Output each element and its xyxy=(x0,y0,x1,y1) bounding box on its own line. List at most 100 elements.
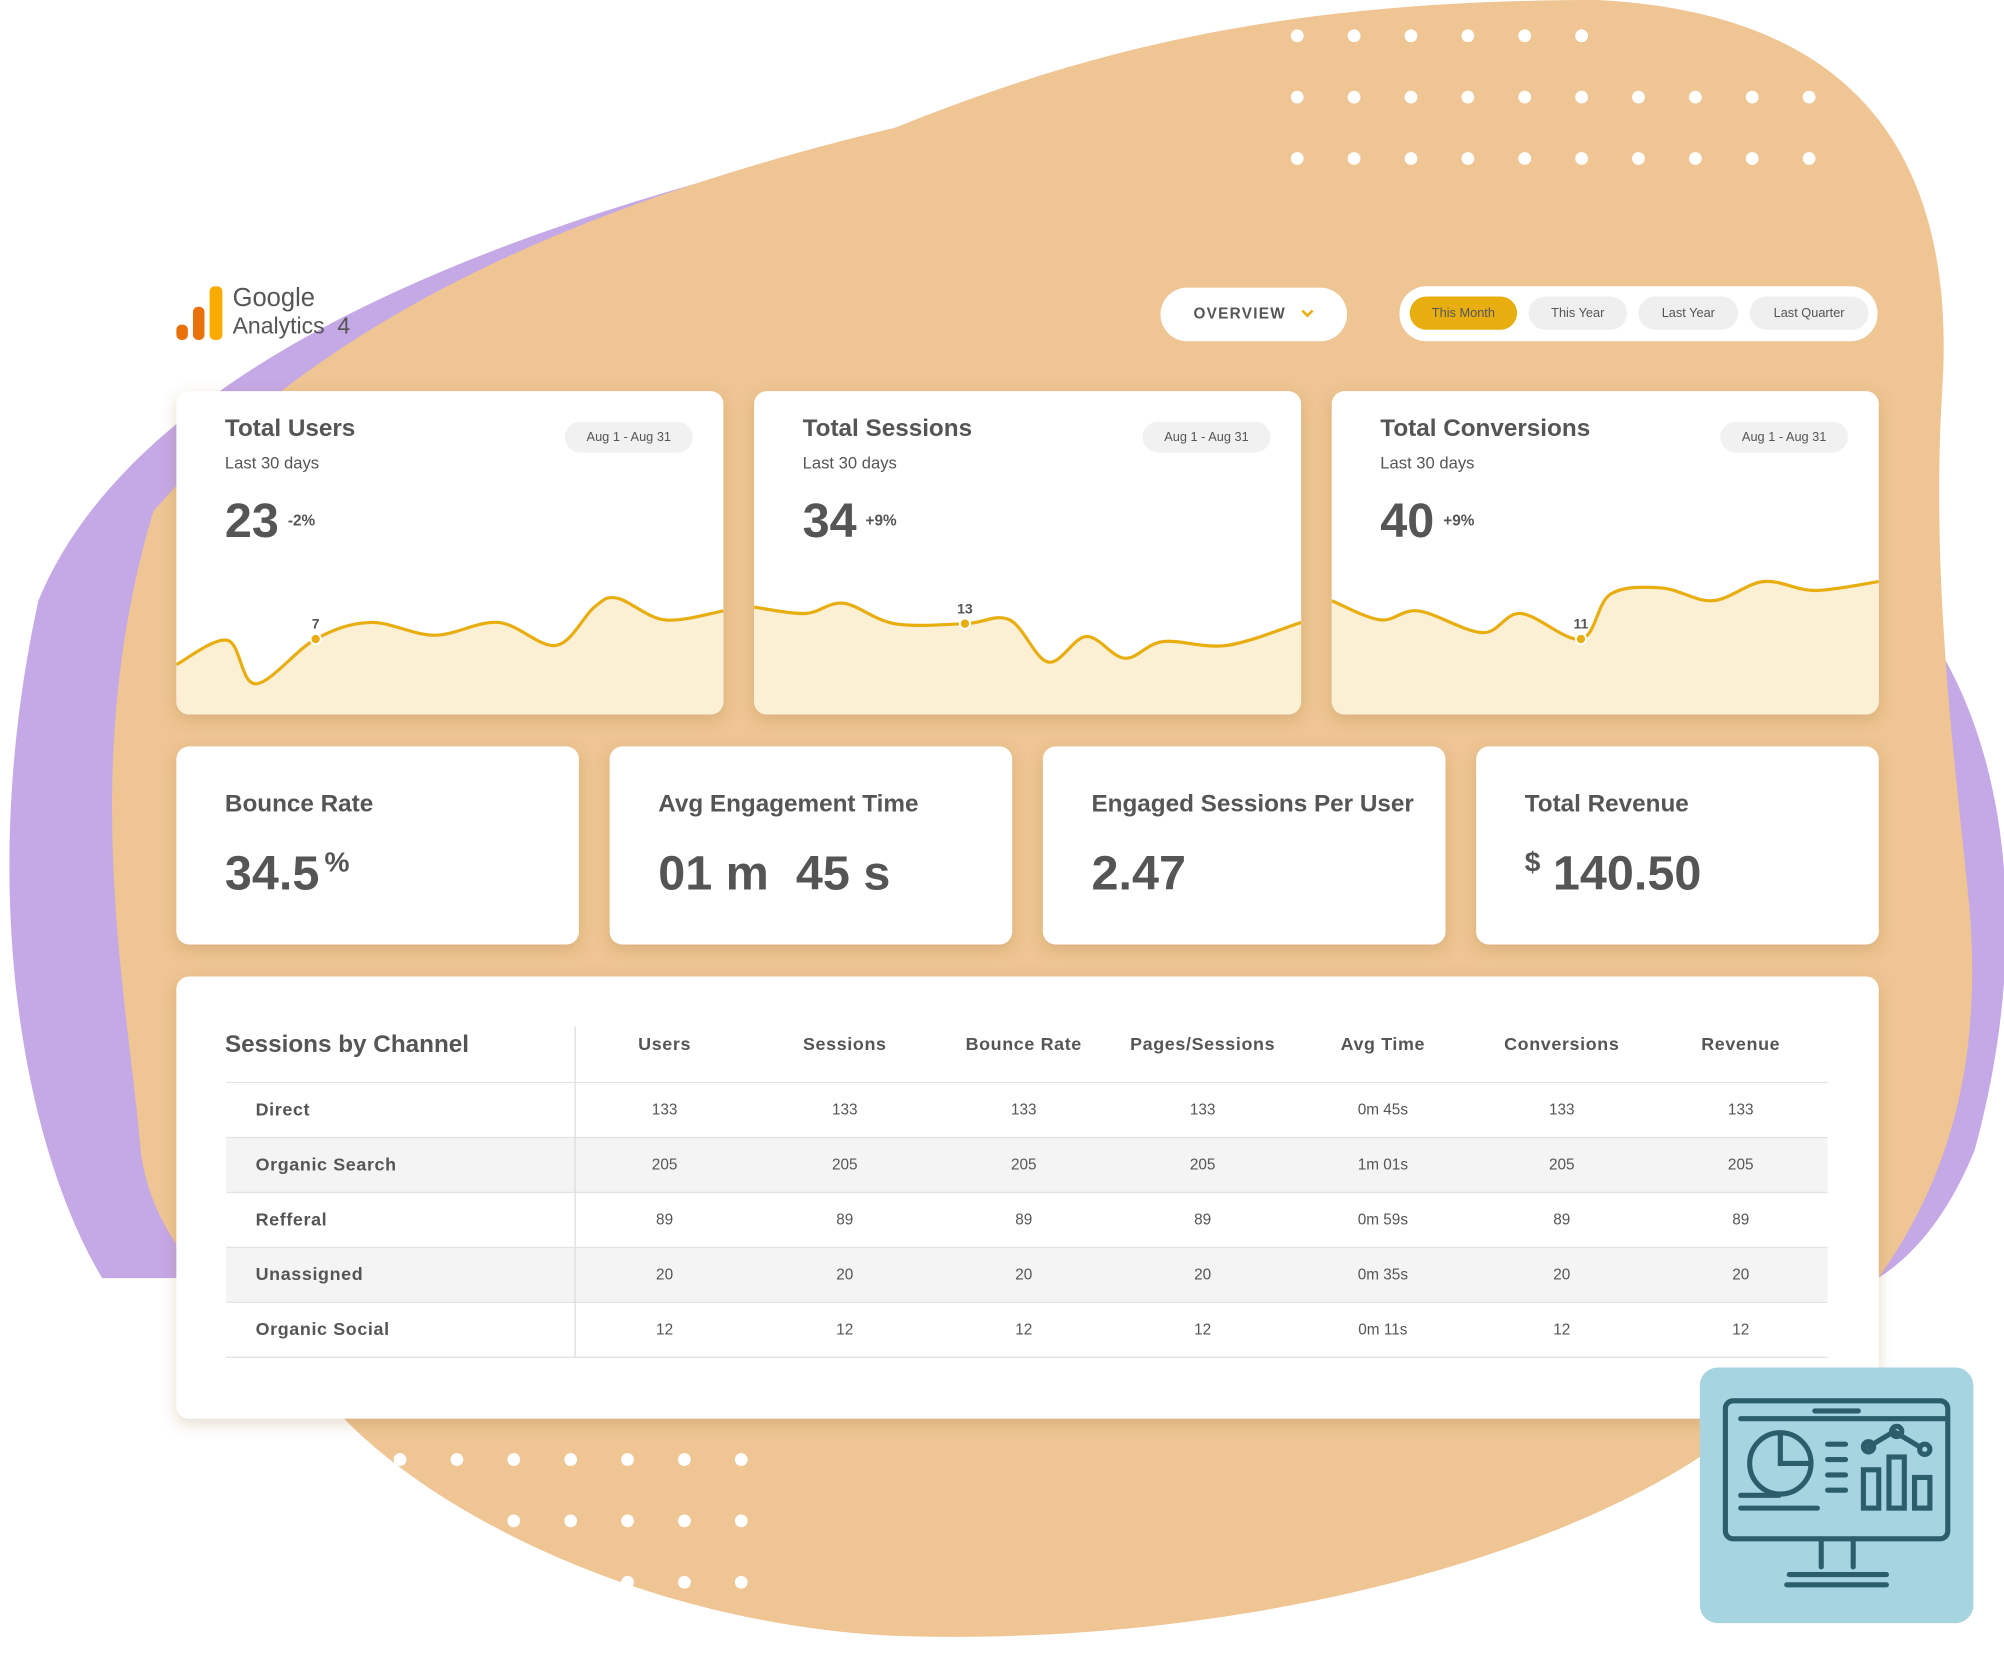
kpi-value: 23 xyxy=(225,494,279,548)
card-title: Total Users xyxy=(225,415,355,442)
icon-bg xyxy=(1699,1367,1974,1624)
button-bg xyxy=(1160,287,1348,342)
trend-chart xyxy=(1331,579,1879,715)
period-pill[interactable]: Last Year xyxy=(1638,296,1739,330)
table-cell: 20 xyxy=(1015,1267,1032,1284)
card-bg xyxy=(609,746,1013,945)
table-cell: 89 xyxy=(1553,1212,1570,1229)
monitor-icon xyxy=(1699,1367,1974,1624)
column-header: Revenue xyxy=(1701,1034,1780,1054)
table-cell: 20 xyxy=(1194,1267,1211,1284)
dot xyxy=(1518,152,1532,165)
table-cell: 89 xyxy=(1194,1212,1211,1229)
dot-pattern xyxy=(393,29,1816,1589)
logo-text: Google xyxy=(233,284,315,312)
column-header: Bounce Rate xyxy=(966,1034,1082,1054)
metric-title: Bounce Rate xyxy=(225,791,373,818)
logo-suffix: 4 xyxy=(337,312,350,338)
metric-title: Engaged Sessions Per User xyxy=(1091,791,1414,818)
dot xyxy=(1802,90,1816,104)
table-cell: 205 xyxy=(652,1157,678,1174)
highlight-label: 11 xyxy=(1574,616,1589,632)
table-cell: 133 xyxy=(1190,1102,1216,1119)
highlight-dot[interactable] xyxy=(309,632,322,646)
card-bg xyxy=(1476,746,1879,945)
pill-bg xyxy=(1528,296,1627,330)
card-subtitle: Last 30 days xyxy=(803,453,897,472)
column-header: Avg Time xyxy=(1341,1034,1426,1054)
logo-bar xyxy=(209,286,223,340)
highlight-dot[interactable] xyxy=(1574,632,1588,646)
channel-label: Refferal xyxy=(256,1209,328,1229)
table-cell: 89 xyxy=(656,1212,673,1229)
table-cell: 0m 11s xyxy=(1358,1322,1407,1339)
kpi-value: 34 xyxy=(803,494,857,548)
table-cell: 0m 59s xyxy=(1358,1212,1409,1229)
table-cell: 12 xyxy=(1732,1322,1749,1339)
date-pill xyxy=(564,421,693,453)
chevron xyxy=(1301,309,1314,318)
dot xyxy=(621,1514,634,1528)
table-cell: 12 xyxy=(836,1322,853,1339)
dot xyxy=(1518,29,1532,43)
date-label: Aug 1 - Aug 31 xyxy=(1742,429,1826,444)
table-cell: 20 xyxy=(656,1267,673,1284)
table-cell: 20 xyxy=(1732,1267,1749,1284)
logo: Google Analytics 4 xyxy=(176,284,350,340)
dot xyxy=(1347,90,1361,104)
dot xyxy=(1745,152,1759,165)
trend-area xyxy=(1331,581,1879,715)
dot xyxy=(1461,90,1475,104)
table-cell: 205 xyxy=(1190,1157,1216,1174)
dot xyxy=(678,1575,691,1589)
dot xyxy=(1404,152,1418,165)
date-label: Aug 1 - Aug 31 xyxy=(587,429,671,444)
pill-bg xyxy=(1409,296,1518,330)
trend-area xyxy=(754,603,1302,715)
table-cell: 133 xyxy=(1549,1102,1575,1119)
card-bg xyxy=(1042,746,1446,945)
table-cell: 205 xyxy=(1549,1157,1575,1174)
period-pill[interactable]: Last Quarter xyxy=(1749,296,1869,330)
dot xyxy=(1688,90,1702,104)
dot xyxy=(564,1575,578,1589)
table-cell: 133 xyxy=(1011,1102,1037,1119)
dot xyxy=(1688,152,1702,165)
pill-bg xyxy=(1749,296,1869,330)
overview-button[interactable]: OVERVIEW xyxy=(1160,287,1348,342)
dot xyxy=(507,1514,521,1528)
dot xyxy=(1632,152,1645,165)
dot xyxy=(1404,29,1418,43)
table-cell: 89 xyxy=(1015,1212,1032,1229)
table-cell: 12 xyxy=(656,1322,673,1339)
column-header: Sessions xyxy=(803,1034,887,1054)
date-pill xyxy=(1142,421,1271,453)
card-subtitle: Last 30 days xyxy=(1380,453,1474,472)
card-bg xyxy=(176,746,579,945)
table-cell: 20 xyxy=(1553,1267,1570,1284)
period-pill[interactable]: This Month xyxy=(1409,296,1518,330)
channel-label: Unassigned xyxy=(256,1264,364,1284)
card-title: Total Conversions xyxy=(1380,415,1590,442)
dot xyxy=(564,1514,578,1528)
channel-label: Direct xyxy=(256,1099,311,1119)
period-pill[interactable]: This Year xyxy=(1528,296,1627,330)
dot xyxy=(1461,152,1475,165)
dot xyxy=(621,1453,634,1466)
dot xyxy=(1575,152,1588,165)
date-label: Aug 1 - Aug 31 xyxy=(1164,429,1248,444)
dot xyxy=(1290,29,1304,43)
table-cell: 12 xyxy=(1194,1322,1211,1339)
table-card: Sessions by Channel Users Sessions Bounce … xyxy=(176,976,1879,1419)
table-cell: 133 xyxy=(652,1102,678,1119)
column-header: Conversions xyxy=(1504,1034,1619,1054)
row-shade xyxy=(226,1247,1828,1303)
metric-value: 01 m 45 s xyxy=(658,847,890,901)
trend-line xyxy=(1331,579,1879,641)
highlight-dot[interactable] xyxy=(958,617,972,630)
table-cell: 12 xyxy=(1015,1322,1032,1339)
dot xyxy=(1290,90,1304,104)
metric-cards: Bounce Rate 34.5 % Avg Engagement Time 01 m … xyxy=(176,746,1879,945)
